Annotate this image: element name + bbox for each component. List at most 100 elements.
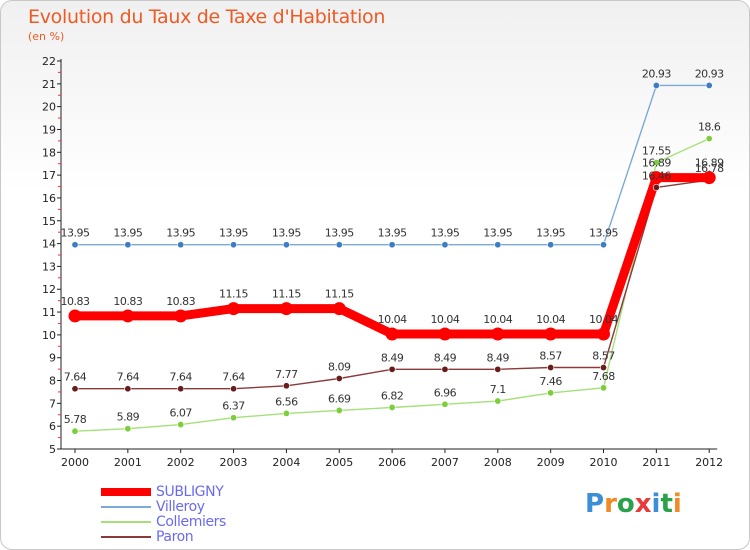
data-point-0 [438,327,452,341]
data-label-1: 13.95 [483,227,512,240]
x-tick-label: 2007 [431,456,459,469]
legend-swatch-3 [101,536,151,538]
data-point-1 [494,241,502,249]
data-point-0 [68,309,82,323]
data-label-1: 13.95 [325,227,354,240]
axes: 5 6 7 8 9 10 11 12 13 14 15 16 17 18 19 20 21 22 2000 2001 2… [42,55,723,469]
data-label-3: 7.64 [117,371,140,384]
data-point-1 [599,241,607,249]
data-label-2: 6.82 [381,389,404,402]
data-label-0: 10.83 [61,295,90,308]
data-label-1: 13.95 [113,227,142,240]
data-label-0: 10.04 [536,313,565,326]
data-point-1 [71,241,79,249]
data-point-1 [282,241,290,249]
legend-swatch-0 [101,488,151,496]
data-label-2: 5.78 [64,413,87,426]
legend-swatch-1 [101,506,151,508]
data-label-1: 13.95 [536,227,565,240]
data-point-3 [282,382,290,390]
data-point-0 [649,171,663,185]
data-label-0: 11.15 [219,288,248,301]
y-tick-label: 15 [42,215,56,228]
y-tick-label: 16 [42,192,56,205]
legend-swatch-2 [101,521,151,523]
data-point-3 [599,364,607,372]
data-label-0: 10.83 [113,295,142,308]
chart-subtitle: (en %) [28,30,65,43]
logo-letter: r [604,489,617,519]
y-tick-label: 13 [42,260,56,273]
x-tick-label: 2000 [61,456,89,469]
data-label-1: 13.95 [272,227,301,240]
x-tick-label: 2006 [378,456,406,469]
data-label-2: 7.46 [539,375,562,388]
data-label-0: 10.04 [430,313,459,326]
series-line-2 [74,137,710,432]
data-label-1: 13.95 [166,227,195,240]
data-point-0 [121,309,135,323]
data-point-1 [177,241,185,249]
data-point-0 [279,302,293,316]
data-point-2 [71,427,79,435]
data-point-0 [544,327,558,341]
y-tick-label: 20 [42,101,56,114]
x-tick-label: 2009 [537,456,565,469]
data-point-1 [652,81,660,89]
data-label-0: 11.15 [272,288,301,301]
data-point-3 [494,365,502,373]
data-label-3: 7.64 [169,371,192,384]
data-point-3 [335,374,343,382]
data-point-2 [282,409,290,417]
data-label-0: 10.83 [166,295,195,308]
data-point-2 [652,159,660,167]
data-point-1 [335,241,343,249]
legend-label-0: SUBLIGNY [156,484,224,500]
x-tick-label: 2011 [642,456,670,469]
data-point-2 [547,389,555,397]
x-tick-label: 2002 [167,456,195,469]
data-point-2 [177,421,185,429]
data-point-2 [441,400,449,408]
logo-letter: t [660,489,673,519]
data-label-3: 7.64 [64,371,87,384]
data-point-1 [705,81,713,89]
y-tick-label: 6 [49,420,56,433]
x-tick-label: 2001 [114,456,142,469]
data-label-3: 7.64 [222,371,245,384]
data-point-0 [332,302,346,316]
data-point-0 [702,171,716,185]
y-tick-label: 8 [49,375,56,388]
legend-label-3: Paron [156,529,194,545]
data-label-1: 13.95 [61,227,90,240]
data-label-2: 6.37 [222,400,245,413]
data-label-2: 6.56 [275,395,298,408]
y-tick-label: 21 [42,78,56,91]
data-label-1: 20.93 [642,67,671,80]
series-points [68,81,716,435]
data-label-2: 17.55 [642,145,671,158]
y-tick-label: 7 [49,397,56,410]
data-point-0 [227,302,241,316]
data-label-1: 20.93 [695,67,724,80]
logo-letter: x [634,489,652,519]
data-point-2 [599,384,607,392]
data-point-3 [652,183,660,191]
series-line-1 [74,84,710,246]
data-label-3: 7.77 [275,368,298,381]
data-label-3: 8.57 [539,350,562,363]
data-label-0: 10.04 [589,313,618,326]
logo-letter: P [585,489,605,519]
data-point-2 [230,414,238,422]
data-point-2 [388,403,396,411]
data-point-3 [124,385,132,393]
data-point-2 [705,135,713,143]
x-tick-label: 2004 [272,456,300,469]
data-label-2: 6.69 [328,392,351,405]
y-tick-label: 14 [42,238,56,251]
data-label-0: 16.89 [695,157,724,170]
data-label-1: 13.95 [589,227,618,240]
data-point-1 [124,241,132,249]
data-point-0 [174,309,188,323]
